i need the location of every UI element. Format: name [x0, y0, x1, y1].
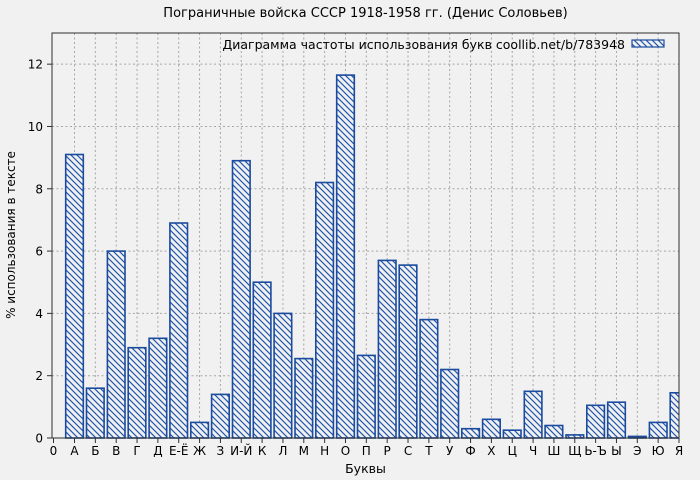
- x-tick-label: Ю: [652, 444, 665, 458]
- x-tick-label: Х: [487, 444, 495, 458]
- bar: [419, 318, 439, 439]
- bar: [127, 346, 147, 439]
- bar: [294, 357, 314, 439]
- x-tick-label: Ш: [548, 444, 561, 458]
- bar: [523, 390, 543, 439]
- x-tick-label: З: [217, 444, 225, 458]
- y-axis-label: % использования в тексте: [4, 151, 18, 319]
- bar: [335, 74, 356, 439]
- x-tick-label: М: [299, 444, 309, 458]
- bar: [440, 368, 460, 439]
- x-tick-label: В: [112, 444, 120, 458]
- x-tick-label: Н: [320, 444, 329, 458]
- bar: [252, 281, 272, 439]
- bar: [669, 391, 679, 439]
- bar: [314, 181, 335, 439]
- x-tick-label: Ж: [193, 444, 206, 458]
- plot-border: [51, 32, 680, 439]
- bar: [169, 222, 189, 439]
- bar: [648, 421, 668, 439]
- y-tick-label: 8: [35, 182, 43, 196]
- x-tick-label: Щ: [568, 444, 581, 458]
- x-tick-label: Э: [633, 444, 641, 458]
- x-tick-label: Е-Ё: [169, 443, 189, 458]
- y-tick-label: 12: [28, 58, 43, 72]
- x-tick-label: А: [70, 444, 79, 458]
- bar: [606, 401, 627, 439]
- x-tick-label: Я: [675, 444, 683, 458]
- bars: [64, 74, 679, 439]
- x-tick-label: Р: [384, 444, 391, 458]
- legend-swatch: [631, 39, 665, 48]
- x-tick-label: Д: [153, 444, 162, 458]
- bar: [148, 337, 168, 439]
- y-tick-label: 0: [35, 432, 43, 446]
- bar: [356, 354, 376, 439]
- bar: [210, 393, 231, 439]
- x-tick-label: К: [258, 444, 267, 458]
- legend-label: Диаграмма частоты использования букв coo…: [222, 37, 625, 52]
- x-tick-label: Ы: [611, 444, 622, 458]
- bar: [460, 427, 481, 439]
- x-tick-label: И-Й: [230, 443, 252, 458]
- x-tick-label: С: [404, 444, 412, 458]
- bar: [544, 424, 564, 439]
- x-tick-label: Т: [424, 444, 433, 458]
- bar: [231, 159, 251, 439]
- x-axis-label: Буквы: [345, 461, 386, 476]
- x-tick-label: Б: [91, 444, 99, 458]
- bar: [273, 312, 293, 439]
- y-tick-label: 2: [35, 369, 43, 383]
- bar: [585, 404, 606, 439]
- x-tick-label: Ь-Ъ: [584, 444, 607, 458]
- bar: [85, 387, 105, 439]
- x-tick-label: Ч: [529, 444, 537, 458]
- x-tick-label: 0: [50, 444, 58, 458]
- y-tick-label: 6: [35, 245, 43, 259]
- bar: [190, 421, 210, 439]
- chart-title: Пограничные войска СССР 1918-1958 гг. (Д…: [163, 6, 568, 21]
- y-tick-label: 4: [35, 307, 43, 321]
- bar: [64, 153, 85, 439]
- x-tick-label: Л: [278, 444, 287, 458]
- x-tick-label: Ц: [508, 444, 517, 458]
- bar: [481, 418, 502, 439]
- x-tick-label: П: [362, 444, 371, 458]
- x-tick-label: О: [341, 444, 350, 458]
- bar: [502, 429, 522, 439]
- x-tick-label: Ф: [465, 444, 475, 458]
- y-tick-label: 10: [28, 120, 43, 134]
- x-tick-label: У: [446, 444, 454, 458]
- bar: [106, 250, 126, 439]
- bar: [398, 264, 418, 439]
- bar: [377, 259, 397, 439]
- x-tick-label: Г: [133, 444, 140, 458]
